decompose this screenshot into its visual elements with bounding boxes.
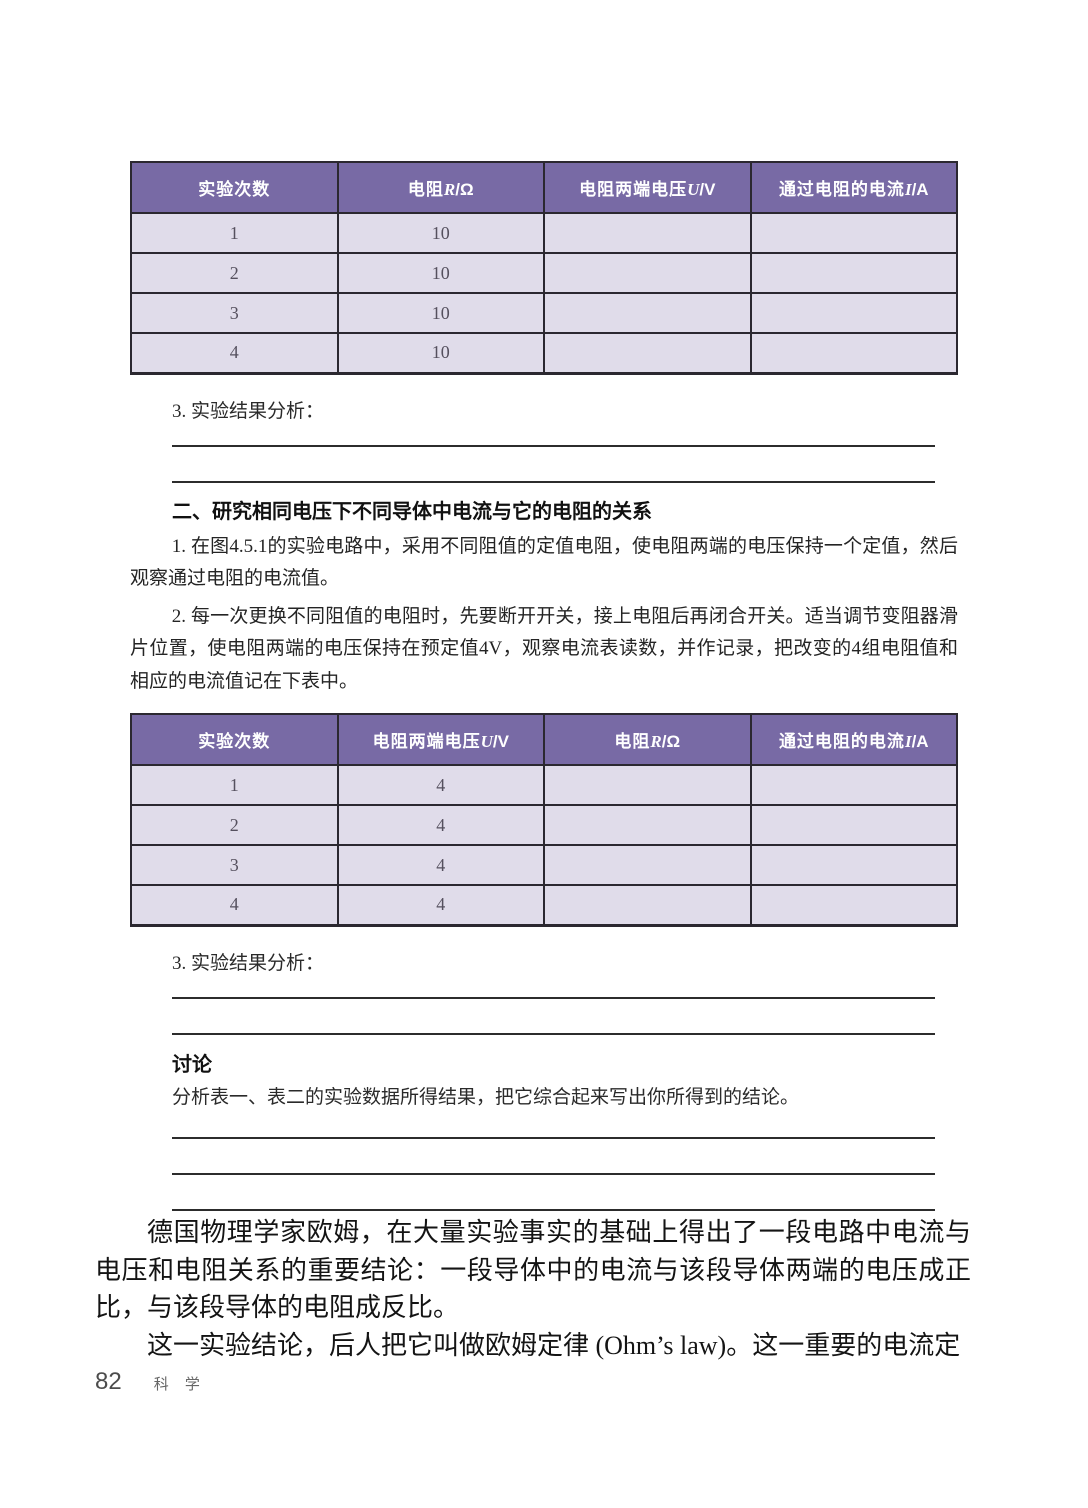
table-cell: 4 [336,804,545,846]
header-symbol: I [904,732,912,751]
table-cell: 3 [130,292,339,334]
experiment-table-2: 实验次数 电阻两端电压U/V 电阻R/Ω 通过电阻的电流I/A 1 4 2 4 [130,713,958,927]
section-heading: 二、研究相同电压下不同导体中电流与它的电阻的关系 [172,500,652,523]
table-cell: 4 [336,844,545,886]
writing-line [172,1032,935,1035]
header-label: 电阻两端电压 [372,732,481,751]
table-cell: 10 [336,292,545,334]
conclusion-paragraph: 德国物理学家欧姆，在大量实验事实的基础上得出了一段电路中电流与电压和电阻关系的重… [95,1218,971,1322]
header-cell-trial: 实验次数 [130,161,339,214]
table-cell [749,764,958,806]
table-cell: 10 [336,252,545,294]
table-cell [543,252,752,294]
header-symbol: U [480,732,493,751]
table-cell [749,212,958,254]
header-cell-resistance: 电阻R/Ω [336,161,545,214]
analysis-label-2: 3. 实验结果分析： [172,952,325,974]
table-cell [749,844,958,886]
analysis-label-1: 3. 实验结果分析： [172,400,325,422]
header-unit: /V [492,732,509,751]
header-label: 实验次数 [198,732,271,751]
header-cell-current: 通过电阻的电流I/A [749,161,958,214]
header-label: 电阻 [614,732,651,751]
header-cell-current: 通过电阻的电流I/A [749,713,958,766]
table-cell [543,292,752,334]
table-row: 4 10 [130,332,958,374]
table-cell [543,764,752,806]
header-label: 电阻两端电压 [579,180,688,199]
header-label: 实验次数 [198,180,271,199]
table-row: 1 4 [130,764,958,806]
table-cell: 4 [336,884,545,926]
table-header-row: 实验次数 电阻R/Ω 电阻两端电压U/V 通过电阻的电流I/A [130,161,958,214]
discussion-prompt: 分析表一、表二的实验数据所得结果，把它综合起来写出你所得到的结论。 [172,1086,800,1108]
page-number: 82 [95,1368,122,1395]
table-cell: 4 [130,884,339,926]
table-cell [749,292,958,334]
table-cell: 4 [130,332,339,374]
header-label: 通过电阻的电流 [778,180,905,199]
table-cell [543,332,752,374]
table-row: 2 10 [130,252,958,294]
worksheet-column: 实验次数 电阻R/Ω 电阻两端电压U/V 通过电阻的电流I/A 1 10 2 1… [130,161,958,1211]
header-cell-voltage: 电阻两端电压U/V [336,713,545,766]
header-label: 电阻 [407,180,444,199]
writing-line [172,996,935,999]
table-cell [543,844,752,886]
header-cell-voltage: 电阻两端电压U/V [543,161,752,214]
header-unit: /Ω [455,180,474,199]
writing-line [172,444,935,447]
table-cell: 10 [336,212,545,254]
body-paragraph: 1. 在图4.5.1的实验电路中，采用不同阻值的定值电阻，使电阻两端的电压保持一… [130,535,958,590]
table-cell: 1 [130,212,339,254]
writing-line [172,1208,935,1211]
subject-label: 科 学 [153,1376,206,1393]
conclusion-paragraph: 这一实验结论，后人把它叫做欧姆定律 (Ohm’s law)。这一重要的电流定 [147,1330,961,1360]
header-symbol: R [443,180,456,199]
body-paragraph: 2. 每一次更换不同阻值的电阻时，先要断开开关，接上电阻后再闭合开关。适当调节变… [130,605,958,692]
table-cell [749,804,958,846]
table-row: 4 4 [130,884,958,926]
conclusion-block: 德国物理学家欧姆，在大量实验事实的基础上得出了一段电路中电流与电压和电阻关系的重… [95,1214,971,1364]
table-row: 3 10 [130,292,958,334]
table-cell: 4 [336,764,545,806]
table-header-row: 实验次数 电阻两端电压U/V 电阻R/Ω 通过电阻的电流I/A [130,713,958,766]
table-cell [543,884,752,926]
table-cell: 10 [336,332,545,374]
table-row: 2 4 [130,804,958,846]
header-symbol: R [650,732,662,751]
table-cell [543,804,752,846]
page-footer: 82 科 学 [95,1368,206,1396]
writing-line [172,480,935,483]
table-cell [749,884,958,926]
header-cell-trial: 实验次数 [130,713,339,766]
header-unit: /V [699,180,716,199]
table-cell: 3 [130,844,339,886]
discussion-heading: 讨论 [172,1053,212,1076]
header-label: 通过电阻的电流 [778,732,905,751]
table-cell [543,212,752,254]
table-cell [749,252,958,294]
experiment-table-1: 实验次数 电阻R/Ω 电阻两端电压U/V 通过电阻的电流I/A 1 10 2 1… [130,161,958,375]
header-unit: /Ω [661,732,681,751]
table-cell: 1 [130,764,339,806]
header-cell-resistance: 电阻R/Ω [543,713,752,766]
header-unit: /A [911,180,929,199]
writing-line [172,1136,935,1139]
table-row: 3 4 [130,844,958,886]
table-cell [749,332,958,374]
header-symbol: I [904,180,912,199]
header-symbol: U [687,180,700,199]
table-cell: 2 [130,252,339,294]
header-unit: /A [911,732,929,751]
table-cell: 2 [130,804,339,846]
table-row: 1 10 [130,212,958,254]
writing-line [172,1172,935,1175]
